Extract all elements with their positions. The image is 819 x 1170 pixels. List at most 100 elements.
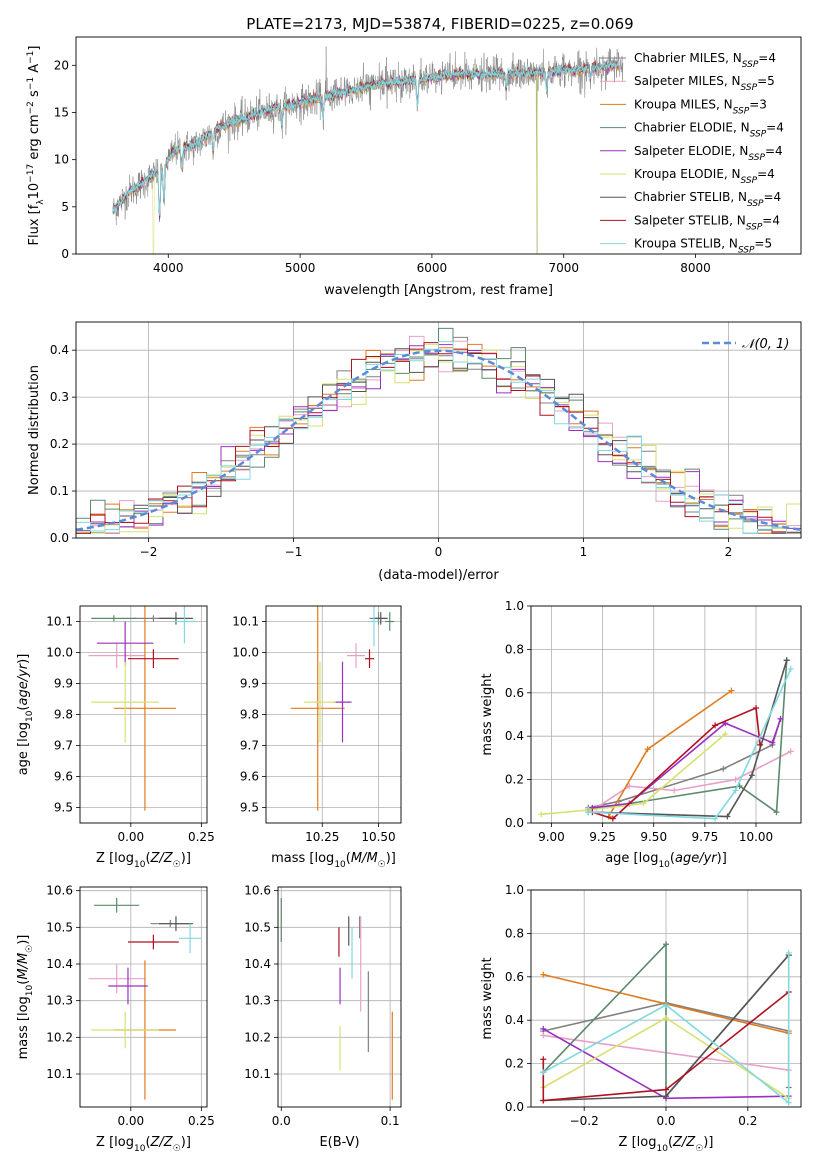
- chart-residuals: −2 −1 0 1 2 0.0 0.1 0.2 0.3 0.4 𝒩(0, 1) (data-model…: [27, 321, 802, 583]
- weight-marker: [712, 815, 719, 822]
- axes-frame: [75, 321, 802, 539]
- y-tick-label: 9.5: [240, 801, 259, 815]
- legend-label: Salpeter MILES, NSSP=5: [634, 74, 775, 93]
- legend: 𝒩(0, 1): [702, 337, 789, 352]
- y-tick-label: 10.6: [46, 884, 73, 898]
- x-axis-label: Z [log10(Z/Z☉)]: [96, 851, 191, 870]
- legend-label: Salpeter STELIB, NSSP=4: [634, 213, 780, 232]
- y-tick-label: 10.2: [244, 1030, 271, 1044]
- y-tick-label: 0.4: [505, 1013, 524, 1027]
- weight-line: [588, 668, 792, 820]
- plot-area: [112, 46, 624, 254]
- x-tick-label: 10.50: [361, 830, 395, 844]
- weight-marker: [720, 765, 727, 772]
- y-tick-label: 0.6: [505, 686, 524, 700]
- x-tick-label: 2: [725, 545, 733, 559]
- weight-marker: [724, 813, 731, 820]
- x-tick-label: 9.25: [589, 830, 616, 844]
- x-tick-label: 7000: [548, 261, 579, 275]
- y-tick-label: 20: [54, 58, 69, 72]
- y-axis-label: Flux [fλ10−17 erg cm−2 s−1 A−1]: [26, 46, 46, 246]
- x-tick-label: −2: [140, 545, 158, 559]
- y-tick-label: 15: [54, 105, 69, 119]
- x-tick-label: −0.2: [570, 1114, 599, 1128]
- chart-mass-weight-vs-age: 9.00 9.25 9.50 9.75 10.00 0.0 0.2 0.4 0.6 0.8 1.0 a…: [480, 599, 802, 870]
- weight-marker: [787, 748, 794, 755]
- x-axis-label: Z [log10(Z/Z☉)]: [96, 1135, 191, 1154]
- weight-marker: [773, 809, 780, 816]
- y-tick-label: 9.8: [240, 708, 259, 722]
- x-tick-label: 0.0: [656, 1114, 675, 1128]
- legend-label: Salpeter ELODIE, NSSP=4: [634, 144, 783, 163]
- weight-marker: [712, 722, 719, 729]
- weight-marker: [671, 787, 678, 794]
- x-tick-label: 0.2: [738, 1114, 757, 1128]
- y-tick-label: 0.0: [505, 1100, 524, 1114]
- legend-label: Kroupa MILES, NSSP=3: [634, 97, 767, 116]
- plot-area: [540, 941, 792, 1106]
- figure-title: PLATE=2173, MJD=53874, FIBERID=0225, z=0…: [246, 15, 633, 33]
- y-tick-label: 0.2: [505, 1057, 524, 1071]
- weight-marker: [663, 1002, 669, 1009]
- x-tick-label: 1: [580, 545, 588, 559]
- legend-label: Chabrier ELODIE, NSSP=4: [634, 121, 784, 140]
- x-axis-label: Z [log10(Z/Z☉)]: [619, 1135, 714, 1154]
- x-tick-label: −1: [285, 545, 303, 559]
- plot-area: [76, 327, 801, 538]
- y-tick-label: 10.2: [46, 1030, 73, 1044]
- plot-area: [290, 606, 395, 811]
- plot-area: [538, 657, 794, 822]
- weight-marker: [663, 1093, 669, 1100]
- y-tick-label: 5: [61, 200, 69, 214]
- spectrum-data-line: [112, 46, 624, 254]
- y-tick-label: 10.3: [244, 994, 271, 1008]
- chart-spectrum: 4000 5000 6000 7000 8000 0 5 10 15 20 Chabrier MIL…: [26, 36, 802, 298]
- y-tick-label: 0.8: [505, 926, 524, 940]
- y-tick-label: 10.0: [46, 646, 73, 660]
- normal-curve: [76, 349, 801, 532]
- y-tick-label: 0.8: [505, 642, 524, 656]
- plot-area: [88, 898, 202, 1100]
- weight-line: [588, 660, 788, 814]
- chart-age-vs-Z: 0.00 0.25 9.5 9.6 9.7 9.8 9.9 10.0 10.1 Z [log10(…: [16, 605, 215, 870]
- y-tick-label: 9.9: [54, 677, 73, 691]
- x-axis-label: E(B-V): [319, 1135, 359, 1150]
- chart-mass-vs-Z: 0.00 0.25 10.1 10.2 10.3 10.4 10.5 10.6 Z [log10…: [16, 884, 215, 1154]
- y-tick-label: 10.4: [46, 957, 73, 971]
- x-tick-label: 0.25: [188, 830, 215, 844]
- y-tick-label: 0.0: [50, 531, 69, 545]
- x-axis-label: (data-model)/error: [378, 568, 499, 583]
- y-tick-label: 10: [54, 153, 69, 167]
- y-axis-label: mass weight: [480, 957, 495, 1039]
- y-axis-label: Normed distribution: [27, 365, 42, 495]
- weight-marker: [644, 746, 651, 753]
- axes-frame: [530, 605, 802, 824]
- x-tick-label: 0.0: [272, 1114, 291, 1128]
- weight-marker: [732, 776, 739, 783]
- y-tick-label: 9.9: [240, 677, 259, 691]
- weight-marker: [777, 715, 784, 722]
- axes-frame: [277, 886, 402, 1108]
- plot-area: [280, 898, 393, 1100]
- axes-frame: [75, 36, 802, 255]
- weight-marker: [722, 731, 729, 738]
- y-tick-label: 10.4: [244, 957, 271, 971]
- axes-frame: [265, 605, 402, 824]
- y-tick-label: 10.1: [232, 615, 259, 629]
- y-axis-label: mass [log10(M/M☉)]: [16, 935, 35, 1060]
- y-tick-label: 9.7: [240, 739, 259, 753]
- weight-marker: [540, 1032, 547, 1039]
- legend-label: Kroupa STELIB, NSSP=5: [634, 237, 772, 256]
- x-tick-label: 8000: [680, 261, 711, 275]
- x-tick-label: 9.00: [538, 830, 565, 844]
- y-tick-label: 0.4: [50, 343, 69, 357]
- weight-marker: [663, 1015, 669, 1022]
- x-axis-label: wavelength [Angstrom, rest frame]: [324, 283, 553, 298]
- y-tick-label: 9.6: [54, 770, 73, 784]
- y-tick-label: 0.4: [505, 729, 524, 743]
- legend-label: Chabrier MILES, NSSP=4: [634, 51, 776, 70]
- weight-marker: [540, 1025, 547, 1032]
- y-tick-label: 1.0: [505, 599, 524, 613]
- weight-marker: [753, 704, 759, 711]
- weight-marker: [785, 1099, 792, 1106]
